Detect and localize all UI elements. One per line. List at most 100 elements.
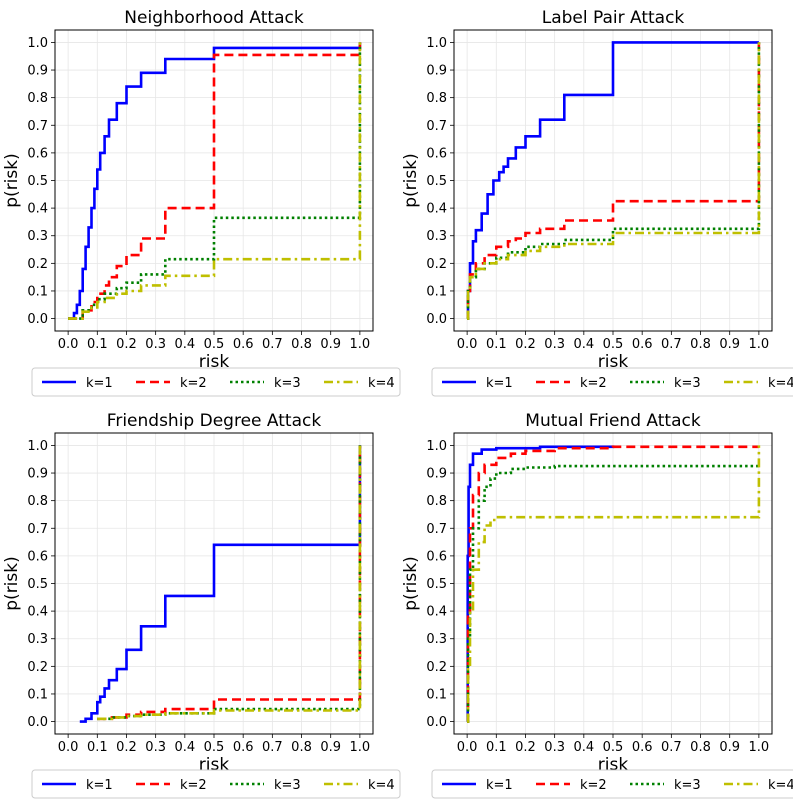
legend-label: k=3 — [674, 778, 701, 793]
x-tick-label: 0.9 — [719, 337, 740, 352]
plot-frame — [453, 29, 773, 332]
x-tick-label: 0.4 — [174, 337, 195, 352]
legend-label: k=3 — [674, 376, 701, 391]
legend: k=1 k=2 k=3 k=4 — [431, 769, 793, 799]
legend-box — [31, 367, 401, 397]
legend-label: k=4 — [368, 778, 395, 793]
y-tick-label: 0.9 — [426, 64, 447, 79]
y-tick-label: 0.1 — [27, 687, 48, 702]
series-line-k3 — [97, 445, 362, 721]
y-tick-label: 0.0 — [426, 715, 447, 730]
series-line-k2 — [68, 42, 362, 320]
y-tick-label: 0.9 — [426, 467, 447, 482]
y-tick-label: 0.3 — [27, 229, 48, 244]
y-tick-label: 0.2 — [426, 257, 447, 272]
y-tick-label: 0.4 — [426, 202, 447, 217]
x-tick-label: 0.0 — [58, 337, 79, 352]
legend-label: k=4 — [768, 376, 793, 391]
x-tick-label: 0.3 — [145, 740, 166, 755]
x-tick-label: 0.0 — [58, 740, 79, 755]
x-tick-label: 0.2 — [515, 337, 536, 352]
x-tick-label: 0.6 — [632, 337, 653, 352]
legend-label: k=2 — [580, 778, 607, 793]
x-axis-label: risk — [598, 352, 629, 372]
y-tick-label: 0.3 — [426, 632, 447, 647]
x-tick-label: 0.4 — [174, 740, 195, 755]
legend-label: k=2 — [180, 376, 207, 391]
x-tick-label: 0.5 — [603, 740, 624, 755]
y-tick-label: 0.1 — [426, 687, 447, 702]
y-tick-label: 0.1 — [426, 284, 447, 299]
y-tick-label: 0.8 — [27, 494, 48, 509]
x-tick-label: 1.0 — [350, 337, 371, 352]
legend-box — [31, 769, 401, 799]
y-tick-label: 0.8 — [426, 91, 447, 106]
y-tick-label: 0.2 — [27, 257, 48, 272]
y-tick-label: 0.0 — [27, 715, 48, 730]
x-tick-label: 0.7 — [262, 740, 283, 755]
series-line-k1 — [466, 41, 759, 320]
series-line-k1 — [68, 42, 362, 320]
x-tick-label: 0.8 — [291, 337, 312, 352]
legend-label: k=3 — [274, 376, 301, 391]
y-tick-label: 0.7 — [426, 119, 447, 134]
x-tick-label: 0.1 — [87, 337, 108, 352]
legend-label: k=1 — [486, 778, 513, 793]
y-tick-label: 1.0 — [426, 439, 447, 454]
x-tick-label: 0.8 — [690, 337, 711, 352]
series-line-k4 — [97, 445, 362, 721]
legend-label: k=3 — [274, 778, 301, 793]
x-tick-label: 0.4 — [573, 740, 594, 755]
x-tick-label: 0.3 — [145, 337, 166, 352]
y-tick-label: 0.0 — [426, 312, 447, 327]
chart-title: Neighborhood Attack — [124, 8, 304, 28]
y-tick-label: 1.0 — [426, 36, 447, 51]
legend-label: k=1 — [486, 376, 513, 391]
chart-panel-2: Label Pair Attack 0.0 0.1 0.2 0.3 0.4 0.5 0.6 0.… — [401, 8, 793, 397]
x-tick-label: 0.1 — [486, 337, 507, 352]
x-tick-label: 0.4 — [573, 337, 594, 352]
x-tick-label: 0.0 — [457, 337, 478, 352]
x-tick-label: 0.2 — [116, 740, 137, 755]
series-line-k4 — [466, 42, 761, 320]
legend: k=1 k=2 k=3 k=4 — [431, 367, 793, 397]
x-tick-label: 0.8 — [291, 740, 312, 755]
x-tick-label: 0.6 — [632, 740, 653, 755]
y-tick-label: 0.5 — [426, 577, 447, 592]
chart-panel-4: Mutual Friend Attack 0.0 0.1 0.2 0.3 0.4 0.5 0.… — [401, 411, 793, 799]
y-tick-label: 0.5 — [27, 174, 48, 189]
legend-label: k=1 — [86, 778, 113, 793]
y-tick-label: 0.6 — [426, 549, 447, 564]
y-tick-label: 0.7 — [27, 119, 48, 134]
series-line-k2 — [97, 445, 362, 721]
chart-panel-1: Neighborhood Attack 0.0 0.1 0.2 0.3 0.4 0.5 0.6… — [2, 8, 401, 397]
x-tick-label: 0.5 — [603, 337, 624, 352]
series-line-k2 — [466, 42, 761, 320]
y-tick-label: 0.6 — [27, 146, 48, 161]
series-line-k1 — [466, 445, 615, 723]
plot-frame — [453, 432, 773, 735]
x-tick-label: 0.5 — [204, 740, 225, 755]
x-tick-label: 0.2 — [116, 337, 137, 352]
x-tick-label: 0.9 — [320, 337, 341, 352]
x-axis-label: risk — [199, 352, 230, 372]
x-tick-label: 0.9 — [719, 740, 740, 755]
y-axis-label: p(risk) — [401, 153, 421, 207]
y-tick-label: 0.9 — [27, 467, 48, 482]
x-tick-label: 0.6 — [233, 337, 254, 352]
y-tick-label: 0.0 — [27, 312, 48, 327]
legend-label: k=2 — [180, 778, 207, 793]
legend-label: k=1 — [86, 376, 113, 391]
series-line-k1 — [79, 445, 362, 723]
x-tick-label: 0.3 — [544, 337, 565, 352]
x-tick-label: 0.7 — [661, 337, 682, 352]
x-tick-label: 0.7 — [262, 337, 283, 352]
y-tick-label: 0.9 — [27, 64, 48, 79]
y-axis-label: p(risk) — [2, 556, 22, 610]
x-tick-label: 0.2 — [515, 740, 536, 755]
y-tick-label: 0.5 — [27, 577, 48, 592]
series-line-k4 — [68, 42, 362, 320]
y-tick-label: 0.3 — [426, 229, 447, 244]
chart-title: Label Pair Attack — [542, 8, 685, 28]
